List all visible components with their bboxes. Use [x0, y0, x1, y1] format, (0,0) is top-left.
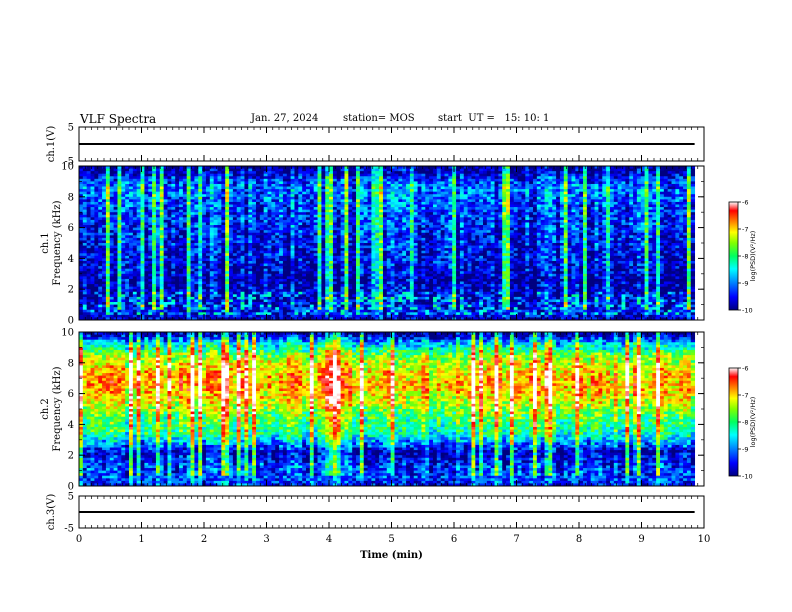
ch2-spectrogram-panel: 0 2 4 6 8 10 ch.2Frequency (kHz) [40, 328, 705, 493]
date-label: Jan. 27, 2024 [251, 113, 318, 124]
y-tick-label: 6 [68, 389, 74, 400]
colorbar-tick-label: -8 [742, 253, 748, 261]
time-axis: Time (min) [360, 550, 423, 561]
ch2-colorbar: -6 -7 -8 -9 -10 log(PSD)(V²/Hz) [728, 365, 757, 481]
colorbar-label: log(PSD)(V²/Hz) [749, 231, 757, 282]
y-tick-label: -5 [64, 157, 74, 168]
y-tick-label: 8 [68, 358, 74, 369]
x-tick-label: 2 [201, 534, 207, 545]
y-tick-label: 0 [68, 482, 74, 493]
y-tick-label: 10 [61, 328, 74, 339]
y-tick-label: 0 [68, 316, 74, 327]
x-tick-label: 1 [138, 534, 144, 545]
colorbar-tick-label: -10 [742, 473, 753, 481]
x-tick-label: 9 [638, 534, 644, 545]
y-tick-label: 5 [68, 492, 74, 503]
colorbar-tick-label: -9 [742, 446, 748, 454]
colorbar-label: log(PSD)(V²/Hz) [749, 397, 757, 448]
x-tick-label: 8 [576, 534, 582, 545]
y-axis-label: ch.2Frequency (kHz) [40, 366, 63, 451]
ch1-spectrogram-panel: 0 2 4 6 8 10 ch.1Frequency (kHz) [40, 162, 705, 327]
colorbar-tick-label: -9 [742, 280, 748, 288]
colorbar-scale [728, 367, 739, 477]
colorbar-tick-label: -8 [742, 419, 748, 427]
x-tick-label: 5 [388, 534, 394, 545]
y-tick-label: -5 [64, 524, 74, 535]
plot-title: VLF Spectra [80, 112, 156, 126]
ch1-amplitude-panel: 5 -5 ch.1(V) [46, 123, 705, 168]
x-tick-label: 0 [76, 534, 82, 545]
start-time-label: start UT = 15: 10: 1 [438, 113, 549, 124]
colorbar-tick-label: -6 [742, 365, 748, 373]
spectrogram-cells [79, 332, 696, 487]
y-tick-label: 5 [68, 123, 74, 134]
y-tick-label: 10 [61, 162, 74, 173]
y-axis-label: ch.1(V) [46, 126, 57, 163]
colorbar-tick-label: -7 [742, 226, 748, 234]
ch1-colorbar: -6 -7 -8 -9 -10 log(PSD)(V²/Hz) [728, 199, 757, 315]
x-axis-label: Time (min) [360, 550, 423, 561]
y-tick-label: 2 [68, 451, 74, 462]
ch3-amplitude-panel: 0 1 2 3 4 5 6 7 8 9 10 5 -5 ch.3(V) [46, 492, 710, 546]
station-label: station= MOS [343, 113, 415, 124]
x-tick-label: 4 [326, 534, 332, 545]
x-tick-label: 10 [698, 534, 711, 545]
y-tick-label: 2 [68, 285, 74, 296]
y-tick-label: 4 [68, 254, 74, 265]
y-axis-label: ch.1Frequency (kHz) [40, 200, 63, 285]
colorbar-scale [728, 201, 739, 311]
colorbar-tick-label: -10 [742, 307, 753, 315]
y-axis-label: ch.3(V) [46, 494, 57, 531]
y-tick-label: 6 [68, 223, 74, 234]
y-tick-label: 4 [68, 420, 74, 431]
x-tick-label: 6 [451, 534, 457, 545]
colorbar-tick-label: -6 [742, 199, 748, 207]
x-tick-label: 7 [513, 534, 519, 545]
spectrogram-cells [79, 166, 696, 321]
x-tick-label: 3 [263, 534, 269, 545]
colorbar-tick-label: -7 [742, 392, 748, 400]
y-tick-label: 8 [68, 192, 74, 203]
